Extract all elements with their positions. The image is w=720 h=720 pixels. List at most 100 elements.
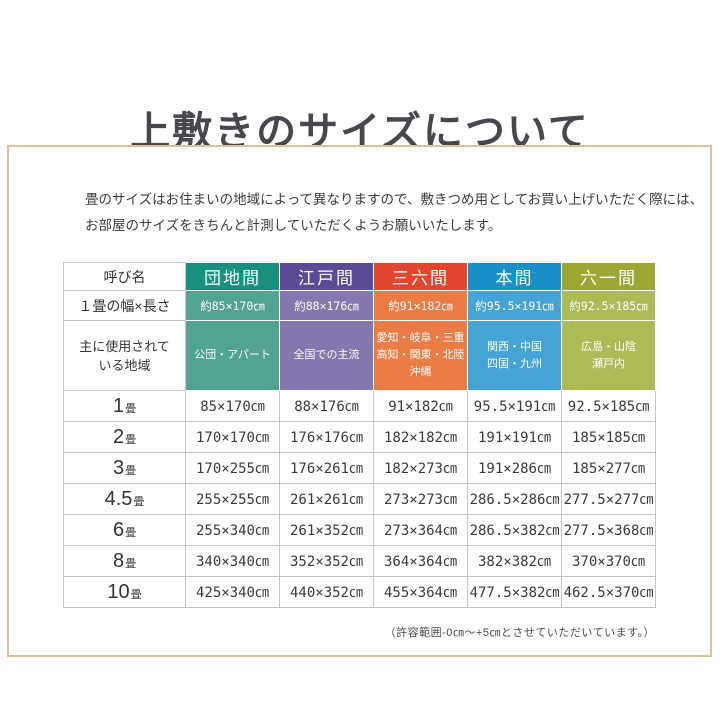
- size-value-cell: 370×370㎝: [561, 545, 656, 577]
- size-value-cell: 176×176㎝: [279, 421, 374, 453]
- table-row-mat-size: 1畳 85×170㎝ 88×176㎝ 91×182㎝ 95.5×191㎝ 92.5×185…: [63, 390, 656, 422]
- mat-count-number: 3: [112, 456, 125, 479]
- regions-label-line: 主に使用されて: [79, 338, 170, 354]
- table-row-regions: 主に使用されて いる地域 公団・アパート 全国での主流 愛知・岐阜・三重 高知・関東・北陸…: [63, 320, 656, 391]
- table-row-column-names: 呼び名 団地間 江戸間 三六間 本間 六一間: [63, 262, 656, 291]
- mat-count-label: 10畳: [63, 576, 186, 608]
- region-line: 関西・中国: [487, 340, 542, 353]
- size-value-cell: 455×364㎝: [373, 576, 468, 608]
- size-value-cell: 85×170㎝: [185, 390, 280, 422]
- regions-cell: 広島・山陰 瀬戸内: [561, 320, 656, 391]
- row-header-name: 呼び名: [63, 262, 186, 291]
- table-row-mat-size: 6畳 255×340㎝ 261×352㎝ 273×364㎝ 286.5×382㎝ 277.…: [63, 514, 656, 546]
- mat-count-label: 6畳: [63, 514, 186, 546]
- region-line: 愛知・岐阜・三重: [376, 332, 465, 344]
- per-mat-size-cell: 約92.5×185㎝: [561, 290, 656, 321]
- size-value-cell: 352×352㎝: [279, 545, 374, 577]
- size-value-cell: 277.5×368㎝: [561, 514, 656, 546]
- regions-cell: 愛知・岐阜・三重 高知・関東・北陸 沖縄: [373, 320, 468, 391]
- size-value-cell: 286.5×286㎝: [467, 483, 562, 515]
- size-value-cell: 286.5×382㎝: [467, 514, 562, 546]
- size-value-cell: 425×340㎝: [185, 576, 280, 608]
- size-value-cell: 176×261㎝: [279, 452, 374, 484]
- regions-cell: 関西・中国四国・九州: [467, 320, 562, 391]
- mat-count-unit: 畳: [125, 402, 137, 415]
- region-line: 全国での主流: [293, 349, 360, 361]
- size-value-cell: 255×340㎝: [185, 514, 280, 546]
- regions-cell: 全国での主流: [279, 320, 374, 391]
- mat-count-number: 4.5: [104, 487, 133, 510]
- mat-count-unit: 畳: [133, 495, 145, 508]
- size-value-cell: 191×191㎝: [467, 421, 562, 453]
- intro-text: 畳のサイズはお住まいの地域によって異なりますので、敷きつめ用としてお買い上げいた…: [85, 187, 704, 239]
- size-value-cell: 440×352㎝: [279, 576, 374, 608]
- regions-cell: 公団・アパート: [185, 320, 280, 391]
- size-value-cell: 95.5×191㎝: [467, 390, 562, 422]
- mat-count-unit: 畳: [130, 588, 142, 601]
- mat-count-label: 4.5畳: [63, 483, 186, 515]
- region-line: 広島・山陰: [581, 340, 636, 353]
- intro-line-1: 畳のサイズはお住まいの地域によって異なりますので、敷きつめ用としてお買い上げいた…: [85, 192, 704, 207]
- tolerance-footnote: （許容範囲-0㎝～+5㎝とさせていただいています。）: [384, 627, 655, 639]
- row-header-per-mat: １畳の幅×長さ: [63, 290, 186, 321]
- table-row-mat-size: 4.5畳 255×255㎝ 261×261㎝ 273×273㎝ 286.5×286㎝ 27…: [63, 483, 656, 515]
- mat-count-label: 2畳: [63, 421, 186, 453]
- column-header: 団地間: [185, 262, 280, 291]
- size-value-cell: 255×255㎝: [185, 483, 280, 515]
- size-value-cell: 277.5×277㎝: [561, 483, 656, 515]
- region-line: 瀬戸内: [592, 357, 625, 370]
- size-value-cell: 273×273㎝: [373, 483, 468, 515]
- mat-count-label: 8畳: [63, 545, 186, 577]
- column-header: 六一間: [561, 262, 656, 291]
- size-value-cell: 364×364㎝: [373, 545, 468, 577]
- mat-count-unit: 畳: [125, 464, 137, 477]
- mat-count-unit: 畳: [125, 433, 137, 446]
- mat-count-label: 3畳: [63, 452, 186, 484]
- mat-count-label: 1畳: [63, 390, 186, 422]
- mat-count-number: 6: [112, 518, 125, 541]
- size-value-cell: 92.5×185㎝: [561, 390, 656, 422]
- mat-count-unit: 畳: [125, 526, 137, 539]
- mat-count-unit: 畳: [125, 557, 137, 570]
- size-value-cell: 170×255㎝: [185, 452, 280, 484]
- region-line: 沖縄: [409, 366, 432, 378]
- size-value-cell: 185×277㎝: [561, 452, 656, 484]
- table-row-mat-size: 8畳 340×340㎝ 352×352㎝ 364×364㎝ 382×382㎝ 370×37…: [63, 545, 656, 577]
- mat-count-number: 2: [112, 425, 125, 448]
- size-value-cell: 261×261㎝: [279, 483, 374, 515]
- per-mat-size-cell: 約88×176㎝: [279, 290, 374, 321]
- size-value-cell: 191×286㎝: [467, 452, 562, 484]
- size-value-cell: 91×182㎝: [373, 390, 468, 422]
- table-row-mat-size: 2畳 170×170㎝ 176×176㎝ 182×182㎝ 191×191㎝ 185×18…: [63, 421, 656, 453]
- size-value-cell: 170×170㎝: [185, 421, 280, 453]
- size-value-cell: 182×182㎝: [373, 421, 468, 453]
- size-value-cell: 477.5×382㎝: [467, 576, 562, 608]
- region-line: 高知・関東・北陸: [376, 349, 465, 361]
- column-header: 江戸間: [279, 262, 374, 291]
- size-table-body: 呼び名 団地間 江戸間 三六間 本間 六一間 １畳の幅×長さ 約85×170㎝ 約88×176㎝…: [63, 262, 656, 608]
- size-value-cell: 182×273㎝: [373, 452, 468, 484]
- mat-count-number: 8: [112, 549, 125, 572]
- region-line: 四国・九州: [487, 357, 542, 370]
- column-header: 本間: [467, 262, 562, 291]
- row-header-regions: 主に使用されて いる地域: [63, 320, 186, 391]
- mat-count-number: 10: [107, 580, 130, 603]
- size-value-cell: 382×382㎝: [467, 545, 562, 577]
- size-value-cell: 340×340㎝: [185, 545, 280, 577]
- mat-count-number: 1: [112, 394, 125, 417]
- per-mat-size-cell: 約85×170㎝: [185, 290, 280, 321]
- table-row-mat-size: 3畳 170×255㎝ 176×261㎝ 182×273㎝ 191×286㎝ 185×27…: [63, 452, 656, 484]
- table-row-mat-size: 10畳 425×340㎝ 440×352㎝ 455×364㎝ 477.5×382㎝ 462…: [63, 576, 656, 608]
- regions-label-line: いる地域: [98, 357, 151, 373]
- size-value-cell: 462.5×370㎝: [561, 576, 656, 608]
- size-value-cell: 185×185㎝: [561, 421, 656, 453]
- table-row-per-mat-size: １畳の幅×長さ 約85×170㎝ 約88×176㎝ 約91×182㎝ 約95.5×191…: [63, 290, 656, 321]
- size-table: 呼び名 団地間 江戸間 三六間 本間 六一間 １畳の幅×長さ 約85×170㎝ 約88×176㎝…: [63, 262, 656, 608]
- content-frame: 畳のサイズはお住まいの地域によって異なりますので、敷きつめ用としてお買い上げいた…: [7, 145, 712, 657]
- column-header: 三六間: [373, 262, 468, 291]
- size-value-cell: 261×352㎝: [279, 514, 374, 546]
- region-line: 公団・アパート: [194, 349, 271, 361]
- size-value-cell: 273×364㎝: [373, 514, 468, 546]
- size-value-cell: 88×176㎝: [279, 390, 374, 422]
